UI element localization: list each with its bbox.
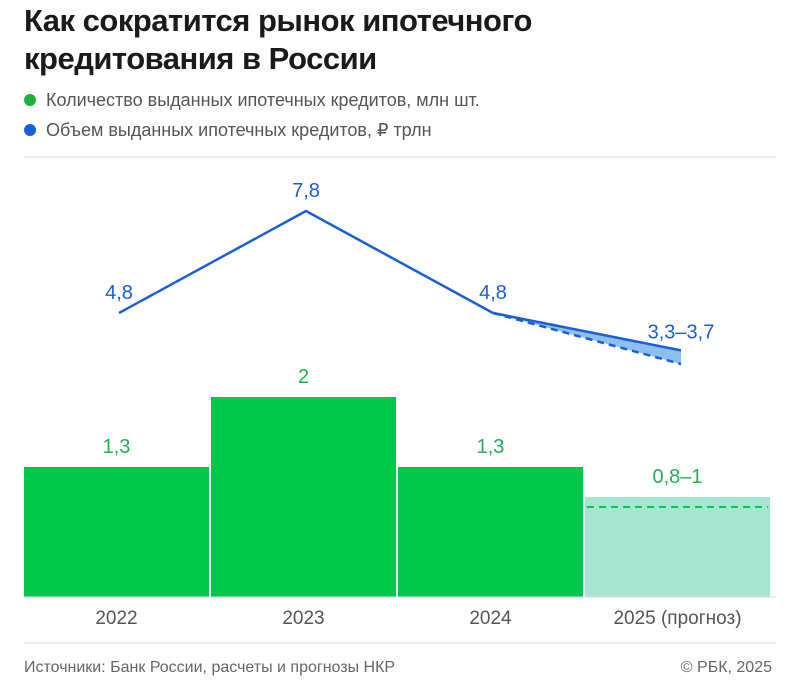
- legend-label-count: Количество выданных ипотечных кредитов, …: [46, 89, 480, 110]
- x-tick-label: 2024: [469, 608, 512, 629]
- copyright-note: © РБК, 2025: [680, 659, 772, 676]
- line-labels-group: 4,8 7,8 4,8 3,3–3,7: [105, 180, 714, 343]
- forecast-lower-line: [492, 311, 682, 366]
- legend-label-volume: Объем выданных ипотечных кредитов, ₽ трл…: [46, 119, 432, 140]
- line-value-label: 4,8: [479, 282, 507, 304]
- bar-labels-group: 1,3 2 1,3 0,8–1: [103, 366, 703, 488]
- green-dot-icon: [24, 94, 36, 106]
- x-tick-label: 2025 (прогноз): [613, 608, 741, 629]
- bar-value-label: 1,3: [477, 436, 505, 458]
- bars-group: [24, 397, 770, 597]
- bar-2022: [24, 467, 209, 597]
- line-value-label: 3,3–3,7: [648, 321, 715, 343]
- line-series-group: [118, 209, 682, 366]
- legend-item-volume: Объем выданных ипотечных кредитов, ₽ трл…: [24, 117, 432, 143]
- line-value-label: 4,8: [105, 282, 133, 304]
- line-value-label: 7,8: [292, 180, 320, 202]
- bar-2024: [398, 467, 583, 597]
- bar-value-label: 2: [298, 366, 309, 388]
- bar-value-label: 1,3: [103, 436, 131, 458]
- bar-value-label: 0,8–1: [652, 466, 702, 488]
- forecast-upper-line: [492, 311, 682, 352]
- blue-dot-icon: [24, 124, 36, 136]
- source-note: Источники: Банк России, расчеты и прогно…: [24, 659, 396, 676]
- x-ticks-group: 2022 2023 2024 2025 (прогноз): [95, 608, 741, 629]
- bar-2025: [585, 497, 770, 597]
- bar-2023: [211, 397, 396, 597]
- legend-item-count: Количество выданных ипотечных кредитов, …: [24, 87, 480, 113]
- line-series-solid: [118, 209, 494, 315]
- x-tick-label: 2022: [95, 608, 137, 629]
- x-tick-label: 2023: [282, 608, 324, 629]
- chart-title: Как сократится рынок ипотечного кредитов…: [24, 3, 532, 76]
